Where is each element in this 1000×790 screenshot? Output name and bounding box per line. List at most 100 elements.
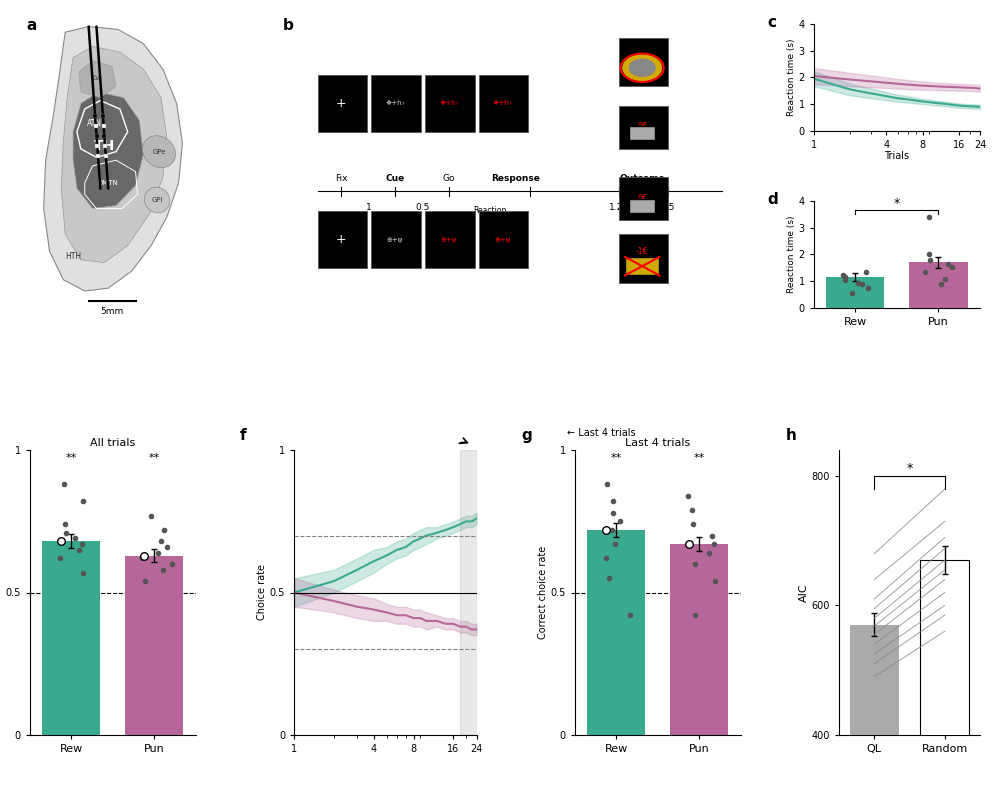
Text: Reaction
time: Reaction time	[473, 205, 506, 225]
Text: Fix: Fix	[335, 174, 347, 183]
Text: HTH: HTH	[65, 253, 81, 261]
Text: *: *	[906, 462, 913, 475]
Point	[940, 258, 956, 270]
Text: h: h	[785, 427, 796, 442]
FancyBboxPatch shape	[619, 234, 668, 283]
Point	[598, 524, 614, 536]
Polygon shape	[73, 92, 143, 209]
Point	[57, 518, 73, 531]
Circle shape	[623, 55, 662, 81]
FancyBboxPatch shape	[318, 75, 367, 132]
FancyBboxPatch shape	[318, 212, 367, 269]
Point	[921, 211, 937, 224]
Point	[837, 273, 853, 286]
Point	[607, 538, 623, 551]
Y-axis label: Correct choice rate: Correct choice rate	[538, 546, 548, 639]
Y-axis label: Reaction time (s): Reaction time (s)	[787, 39, 796, 116]
Polygon shape	[44, 27, 182, 291]
Point	[937, 273, 953, 285]
Point	[917, 265, 933, 278]
Point	[854, 278, 870, 291]
Point	[605, 506, 621, 519]
Point	[71, 544, 87, 556]
Point	[67, 532, 83, 545]
Point	[844, 287, 860, 299]
Text: **: **	[66, 453, 77, 463]
Point	[75, 566, 91, 579]
Ellipse shape	[144, 187, 170, 213]
Point	[933, 277, 949, 290]
FancyBboxPatch shape	[619, 106, 668, 149]
Text: b: b	[283, 18, 294, 33]
Point	[837, 271, 853, 284]
Polygon shape	[79, 61, 116, 98]
FancyBboxPatch shape	[619, 177, 668, 220]
Point	[143, 510, 159, 522]
FancyBboxPatch shape	[619, 38, 668, 86]
Text: ATN: ATN	[87, 118, 102, 128]
Bar	[670, 544, 728, 735]
FancyBboxPatch shape	[371, 75, 421, 132]
Title: All trials: All trials	[90, 438, 136, 448]
Text: ⊕+ψ: ⊕+ψ	[387, 237, 403, 243]
Y-axis label: Choice rate: Choice rate	[257, 565, 267, 620]
Point	[687, 609, 703, 622]
FancyBboxPatch shape	[425, 212, 475, 269]
Y-axis label: Correct choice rate: Correct choice rate	[0, 546, 3, 639]
Point	[612, 515, 628, 528]
Point	[685, 518, 701, 531]
Point	[835, 269, 851, 281]
Bar	[850, 625, 899, 790]
FancyBboxPatch shape	[479, 212, 528, 269]
Point	[921, 248, 937, 261]
Point	[681, 538, 697, 551]
Point	[137, 575, 153, 588]
Point	[706, 538, 722, 551]
Point	[74, 538, 90, 551]
Point	[156, 524, 172, 536]
Point	[52, 552, 68, 565]
Text: *: *	[894, 197, 900, 209]
Text: **: **	[149, 453, 160, 463]
Point	[680, 490, 696, 502]
Text: d: d	[767, 192, 778, 207]
Point	[701, 547, 717, 559]
Text: ⊕+ψ: ⊕+ψ	[494, 237, 511, 243]
Title: Last 4 trials: Last 4 trials	[625, 438, 690, 448]
Text: **: **	[611, 453, 622, 463]
Text: 1.25: 1.25	[609, 203, 629, 212]
Text: DMTN: DMTN	[98, 180, 119, 186]
Point	[605, 495, 621, 508]
Text: Response: Response	[491, 174, 540, 183]
Text: -1€: -1€	[636, 246, 648, 256]
Bar	[460, 450, 477, 735]
Text: c: c	[767, 15, 776, 30]
Text: f: f	[239, 427, 246, 442]
Text: Go: Go	[442, 174, 455, 183]
Bar	[920, 560, 969, 790]
Text: +1€: +1€	[634, 55, 650, 64]
Point	[704, 529, 720, 542]
Point	[150, 547, 166, 559]
Bar	[125, 555, 183, 735]
FancyBboxPatch shape	[629, 126, 655, 141]
Point	[604, 524, 620, 536]
Point	[164, 558, 180, 570]
Text: ⊕+ψ: ⊕+ψ	[441, 237, 457, 243]
Point	[136, 549, 152, 562]
Text: GPi: GPi	[151, 197, 163, 203]
Point	[684, 504, 700, 517]
Point	[75, 495, 91, 508]
Text: GPe: GPe	[152, 149, 166, 155]
Text: 0.5: 0.5	[416, 203, 430, 212]
Point	[944, 260, 960, 273]
Point	[860, 282, 876, 295]
Text: 1: 1	[366, 203, 372, 212]
Text: **: **	[694, 453, 705, 463]
Text: ❖+h₇: ❖+h₇	[385, 100, 405, 107]
Point	[58, 526, 74, 539]
Point	[601, 572, 617, 585]
X-axis label: Trials: Trials	[884, 152, 909, 161]
Point	[53, 535, 69, 547]
Text: g: g	[522, 427, 533, 442]
